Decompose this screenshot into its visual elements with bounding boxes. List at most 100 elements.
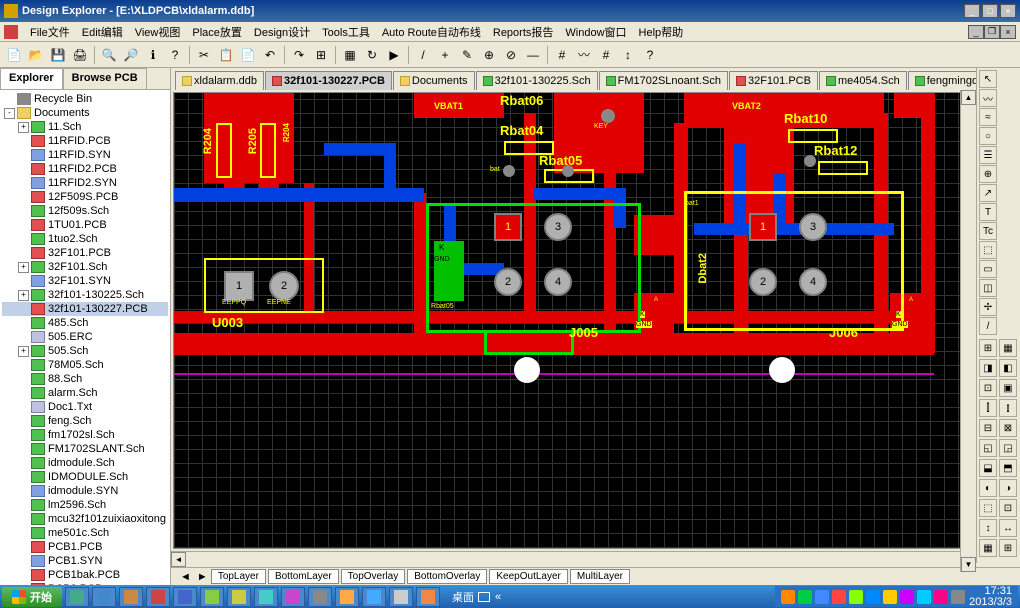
- tray-icon[interactable]: [900, 590, 914, 604]
- tray-icon[interactable]: [951, 590, 965, 604]
- toolbar-button[interactable]: 📋: [216, 45, 236, 65]
- toolbar-button[interactable]: ↶: [260, 45, 280, 65]
- toolbar-button[interactable]: ⊕: [479, 45, 499, 65]
- taskbar-overflow[interactable]: «: [490, 591, 506, 603]
- align-tool-button[interactable]: ◧: [999, 359, 1017, 377]
- scroll-left-button[interactable]: ◄: [171, 552, 186, 567]
- toolbar-button[interactable]: ?: [165, 45, 185, 65]
- minimize-button[interactable]: _: [964, 4, 980, 18]
- menu-item[interactable]: View视图: [129, 22, 187, 42]
- tree-item[interactable]: 11RFID.SYN: [2, 148, 168, 162]
- toolbar-button[interactable]: —: [523, 45, 543, 65]
- toolbar-button[interactable]: 🖨: [70, 45, 90, 65]
- tree-item[interactable]: fm1702sl.Sch: [2, 428, 168, 442]
- tree-toggle[interactable]: +: [18, 262, 29, 273]
- align-tool-button[interactable]: ◑: [999, 479, 1017, 497]
- align-tool-button[interactable]: ⊡: [999, 499, 1017, 517]
- place-tool-button[interactable]: ☰: [979, 146, 997, 164]
- align-tool-button[interactable]: ▦: [979, 539, 997, 557]
- toolbar-button[interactable]: +: [435, 45, 455, 65]
- menu-item[interactable]: Design设计: [248, 22, 316, 42]
- tree-item[interactable]: 485.Sch: [2, 316, 168, 330]
- tray-icon[interactable]: [815, 590, 829, 604]
- place-tool-button[interactable]: ▭: [979, 260, 997, 278]
- tree-item[interactable]: -Documents: [2, 106, 168, 120]
- menu-item[interactable]: Window窗口: [559, 22, 632, 42]
- toolbar-button[interactable]: 🔍: [99, 45, 119, 65]
- tree-item[interactable]: Recycle Bin: [2, 92, 168, 106]
- toolbar-button[interactable]: ✎: [457, 45, 477, 65]
- align-tool-button[interactable]: ◨: [979, 359, 997, 377]
- layer-scroll-right[interactable]: ►: [194, 571, 211, 583]
- taskbar-app[interactable]: [281, 587, 305, 607]
- taskbar-app[interactable]: [146, 587, 170, 607]
- layer-tab[interactable]: TopOverlay: [341, 569, 406, 584]
- tree-item[interactable]: PCB1.PCB: [2, 540, 168, 554]
- maximize-button[interactable]: □: [982, 4, 998, 18]
- place-tool-button[interactable]: Tc: [979, 222, 997, 240]
- tree-item[interactable]: alarm.Sch: [2, 386, 168, 400]
- toolbar-button[interactable]: ℹ: [143, 45, 163, 65]
- toolbar-button[interactable]: 📄: [238, 45, 258, 65]
- tab-browse-pcb[interactable]: Browse PCB: [63, 68, 147, 89]
- taskbar-app[interactable]: [254, 587, 278, 607]
- tray-icon[interactable]: [934, 590, 948, 604]
- pad-j006-1[interactable]: 1: [749, 213, 777, 241]
- place-tool-button[interactable]: ◫: [979, 279, 997, 297]
- align-tool-button[interactable]: ◱: [979, 439, 997, 457]
- toolbar-button[interactable]: ▦: [340, 45, 360, 65]
- layer-tab[interactable]: TopLayer: [211, 569, 266, 584]
- place-tool-button[interactable]: 〰: [979, 89, 997, 107]
- place-tool-button[interactable]: ⬚: [979, 241, 997, 259]
- place-tool-button[interactable]: ○: [979, 127, 997, 145]
- tree-item[interactable]: PCB1bak.PCB: [2, 568, 168, 582]
- tree-item[interactable]: +32f101-130225.Sch: [2, 288, 168, 302]
- project-tree[interactable]: Recycle Bin-Documents+11.Sch11RFID.PCB11…: [0, 90, 170, 585]
- pad-j005-4[interactable]: 4: [544, 268, 572, 296]
- align-tool-button[interactable]: ⬓: [979, 459, 997, 477]
- close-button[interactable]: ×: [1000, 4, 1016, 18]
- document-tab[interactable]: 32f101-130227.PCB: [265, 71, 392, 90]
- tree-toggle[interactable]: -: [4, 108, 15, 119]
- tree-item[interactable]: PCB1.SYN: [2, 554, 168, 568]
- toolbar-button[interactable]: ↕: [618, 45, 638, 65]
- layer-tab[interactable]: BottomLayer: [268, 569, 339, 584]
- tree-item[interactable]: 32F101.PCB: [2, 246, 168, 260]
- align-tool-button[interactable]: ▦: [999, 339, 1017, 357]
- tray-icon[interactable]: [883, 590, 897, 604]
- menu-item[interactable]: File文件: [24, 22, 76, 42]
- taskbar-app[interactable]: [389, 587, 413, 607]
- tree-item[interactable]: 505.ERC: [2, 330, 168, 344]
- pad-u003-1[interactable]: 1: [224, 271, 254, 301]
- tree-item[interactable]: lm2596.Sch: [2, 498, 168, 512]
- toolbar-button[interactable]: 💾: [48, 45, 68, 65]
- tab-explorer[interactable]: Explorer: [0, 68, 63, 89]
- toolbar-button[interactable]: ⊞: [311, 45, 331, 65]
- taskbar-app[interactable]: [416, 587, 440, 607]
- layer-tab[interactable]: MultiLayer: [570, 569, 630, 584]
- pad-j005-2[interactable]: 2: [494, 268, 522, 296]
- tree-toggle[interactable]: +: [18, 290, 29, 301]
- menu-item[interactable]: Help帮助: [633, 22, 690, 42]
- document-tab[interactable]: 32F101.PCB: [729, 71, 818, 90]
- taskbar-app[interactable]: [65, 587, 89, 607]
- tree-item[interactable]: 12F509S.PCB: [2, 190, 168, 204]
- toolbar-button[interactable]: 📂: [26, 45, 46, 65]
- place-tool-button[interactable]: /: [979, 317, 997, 335]
- toolbar-button[interactable]: ▶: [384, 45, 404, 65]
- tree-item[interactable]: FM1702SLANT.Sch: [2, 442, 168, 456]
- tray-icon[interactable]: [832, 590, 846, 604]
- toolbar-button[interactable]: 〰: [574, 45, 594, 65]
- pad-j006-4[interactable]: 4: [799, 268, 827, 296]
- document-tab[interactable]: FM1702SLnoant.Sch: [599, 71, 728, 90]
- tree-item[interactable]: Doc1.Txt: [2, 400, 168, 414]
- document-tab[interactable]: Documents: [393, 71, 475, 90]
- tray-icon[interactable]: [866, 590, 880, 604]
- taskbar-app[interactable]: [362, 587, 386, 607]
- taskbar-app[interactable]: [173, 587, 197, 607]
- toolbar-button[interactable]: ⊘: [501, 45, 521, 65]
- tree-item[interactable]: +505.Sch: [2, 344, 168, 358]
- tree-item[interactable]: +11.Sch: [2, 120, 168, 134]
- tree-item[interactable]: 88.Sch: [2, 372, 168, 386]
- pad-j005-3[interactable]: 3: [544, 213, 572, 241]
